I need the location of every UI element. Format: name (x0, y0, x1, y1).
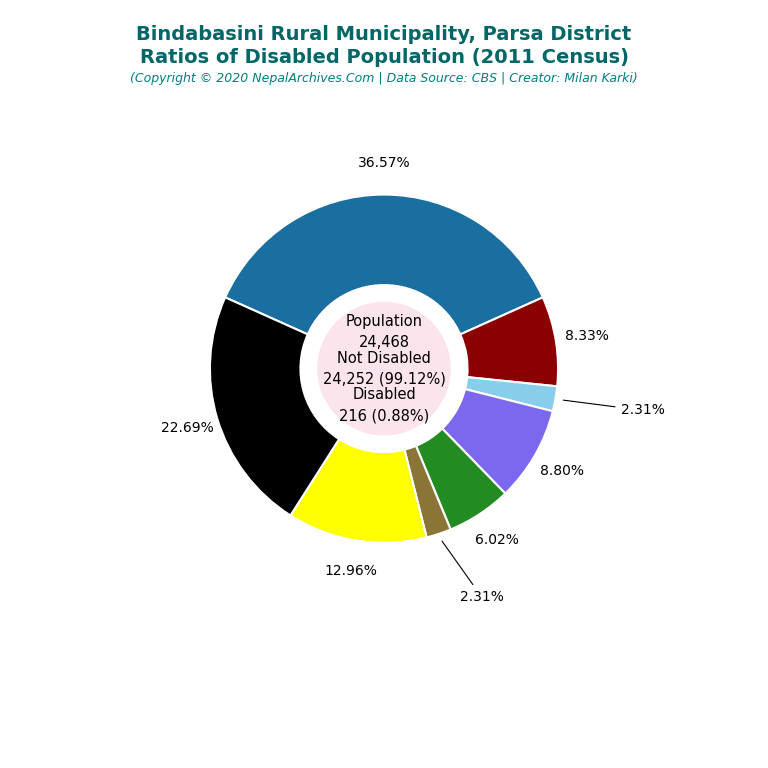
Text: 36.57%: 36.57% (358, 156, 410, 170)
Text: 22.69%: 22.69% (161, 421, 214, 435)
Circle shape (318, 303, 450, 435)
Wedge shape (225, 194, 543, 334)
Text: 8.33%: 8.33% (564, 329, 609, 343)
Text: 6.02%: 6.02% (475, 533, 519, 548)
Text: (Copyright © 2020 NepalArchives.Com | Data Source: CBS | Creator: Milan Karki): (Copyright © 2020 NepalArchives.Com | Da… (130, 72, 638, 84)
Wedge shape (465, 377, 557, 411)
Wedge shape (416, 429, 505, 529)
Wedge shape (290, 439, 426, 543)
Text: 2.31%: 2.31% (564, 400, 664, 417)
Wedge shape (460, 297, 558, 386)
Text: Disabled
216 (0.88%): Disabled 216 (0.88%) (339, 387, 429, 423)
Text: Population
24,468: Population 24,468 (346, 314, 422, 350)
Text: Not Disabled
24,252 (99.12%): Not Disabled 24,252 (99.12%) (323, 351, 445, 386)
Wedge shape (442, 389, 553, 494)
Wedge shape (405, 446, 451, 538)
Text: 8.80%: 8.80% (540, 465, 584, 478)
Text: 2.31%: 2.31% (442, 541, 504, 604)
Text: 12.96%: 12.96% (325, 564, 378, 578)
Wedge shape (210, 297, 339, 515)
Text: Ratios of Disabled Population (2011 Census): Ratios of Disabled Population (2011 Cens… (140, 48, 628, 67)
Text: Bindabasini Rural Municipality, Parsa District: Bindabasini Rural Municipality, Parsa Di… (137, 25, 631, 44)
